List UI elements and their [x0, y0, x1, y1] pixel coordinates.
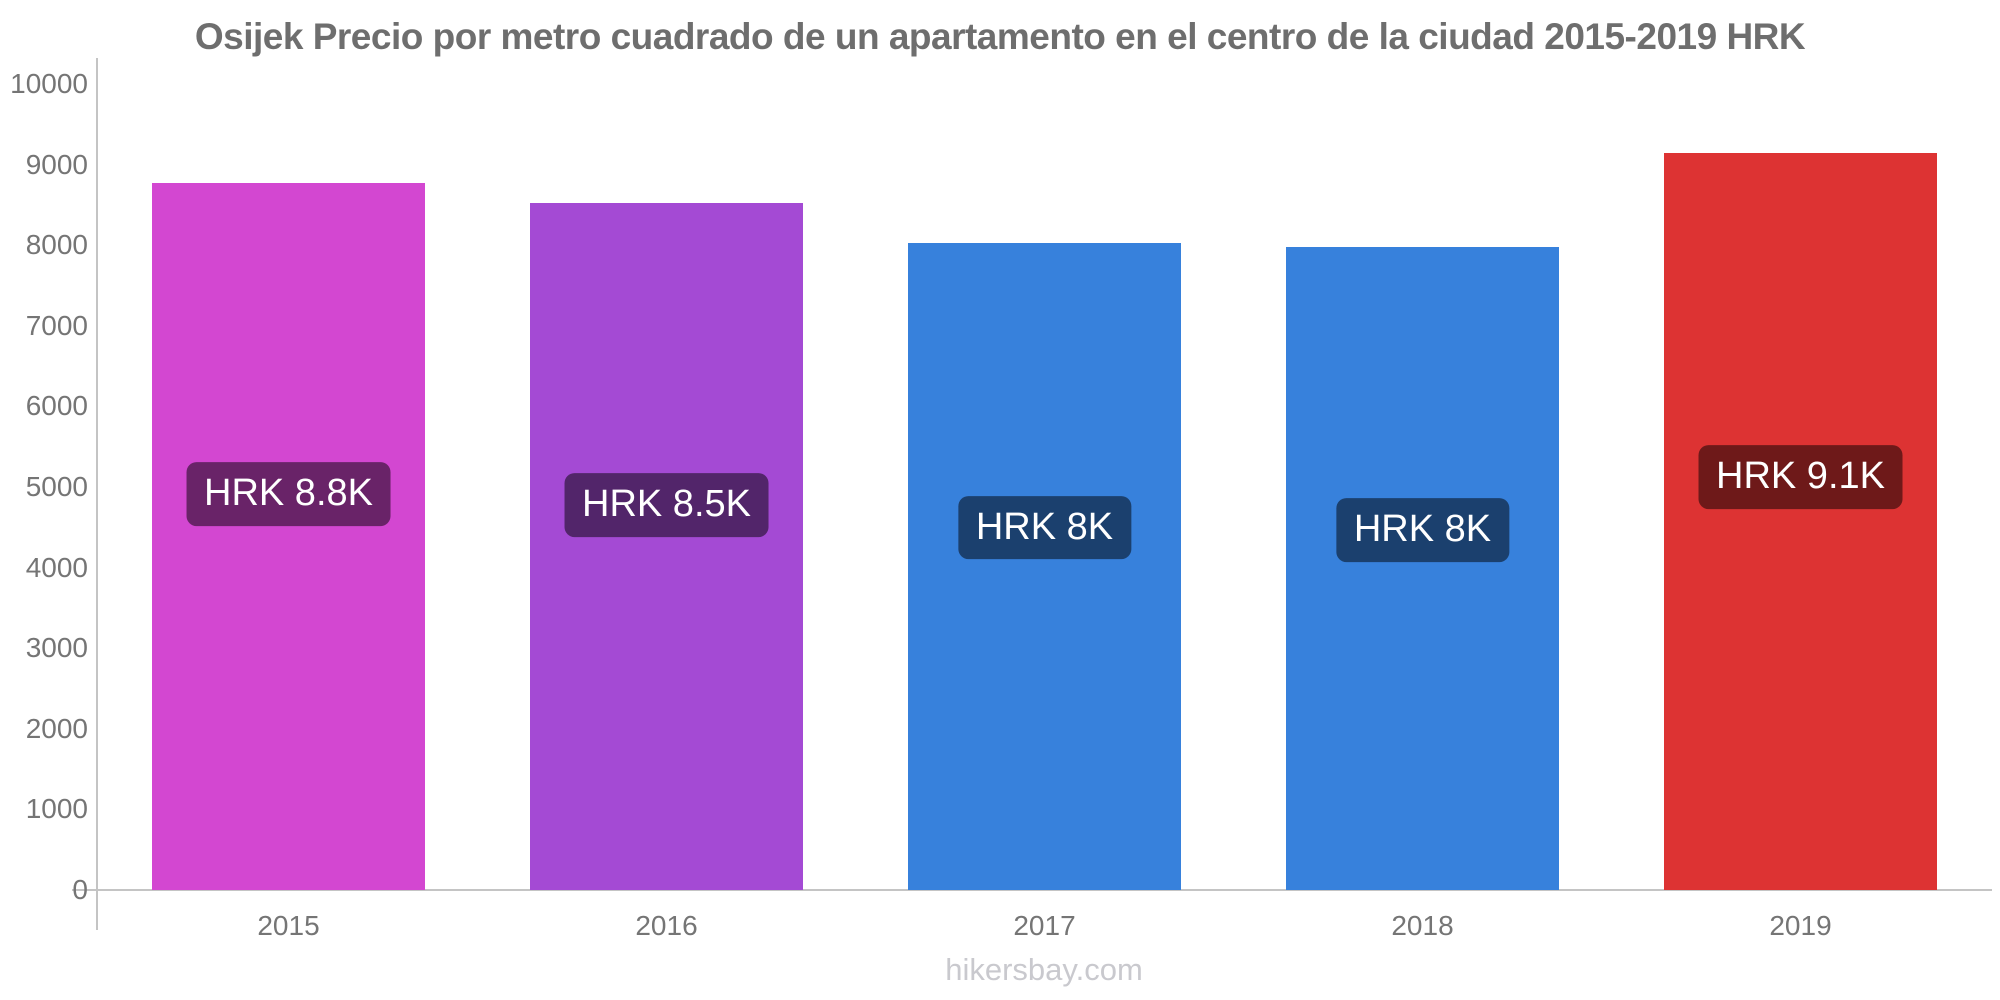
y-tick-8000: 8000 — [25, 229, 88, 261]
y-tick-9000: 9000 — [25, 148, 88, 180]
x-label-2017: 2017 — [1013, 910, 1076, 941]
bar-value-label-2015: HRK 8.8K — [186, 462, 391, 526]
bar-2019: HRK 9.1K — [1664, 153, 1937, 890]
x-label-2018: 2018 — [1391, 910, 1454, 941]
y-tick-2000: 2000 — [25, 712, 88, 744]
bar-value-label-2019: HRK 9.1K — [1698, 445, 1903, 510]
watermark: hikersbay.com — [945, 952, 1143, 987]
x-label-2019: 2019 — [1769, 910, 1832, 941]
bar-2017: HRK 8K — [908, 243, 1181, 890]
x-axis-line — [72, 889, 1992, 891]
bar-value-label-2016: HRK 8.5K — [564, 473, 769, 538]
bar-value-label-2017: HRK 8K — [957, 495, 1132, 560]
bar-2015: HRK 8.8K — [152, 183, 425, 890]
y-axis-line — [96, 58, 98, 930]
y-tick-0: 0 — [72, 874, 88, 905]
y-tick-5000: 5000 — [25, 471, 88, 502]
x-label-2016: 2016 — [635, 910, 698, 941]
y-tick-7000: 7000 — [25, 309, 88, 341]
y-tick-6000: 6000 — [25, 390, 88, 422]
y-tick-3000: 3000 — [25, 632, 88, 664]
y-tick-4000: 4000 — [25, 551, 88, 583]
chart-title: Osijek Precio por metro cuadrado de un a… — [194, 16, 1806, 57]
x-label-2015: 2015 — [257, 910, 320, 941]
y-tick-10000: 10000 — [10, 68, 88, 99]
y-tick-1000: 1000 — [25, 793, 88, 825]
bar-2018: HRK 8K — [1286, 247, 1559, 890]
bar-value-label-2018: HRK 8K — [1335, 498, 1510, 562]
bar-2016: HRK 8.5K — [530, 203, 803, 890]
